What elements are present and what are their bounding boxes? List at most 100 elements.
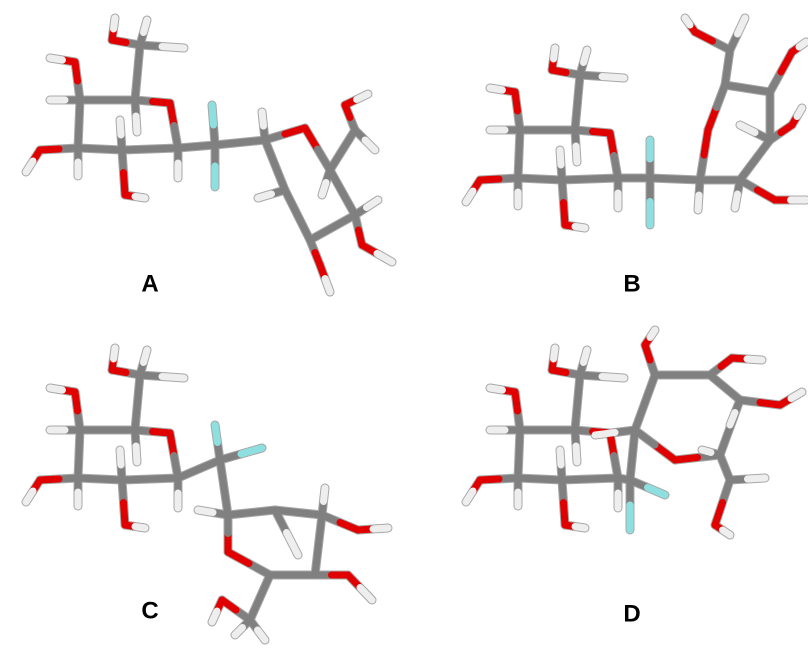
bond: [645, 375, 655, 403]
bond: [275, 165, 285, 190]
bond: [735, 194, 738, 208]
bond: [799, 42, 806, 47]
bond: [715, 503, 723, 526]
bond: [135, 73, 138, 101]
bond: [162, 377, 184, 379]
bond: [135, 403, 138, 431]
bond: [595, 433, 615, 436]
bond: [240, 140, 265, 143]
panel-a: [26, 18, 392, 292]
bond: [325, 279, 330, 293]
bond: [518, 454, 519, 478]
bond: [50, 58, 63, 60]
bond: [720, 428, 730, 456]
bond: [365, 140, 375, 150]
bond: [120, 450, 121, 465]
bond: [650, 330, 655, 338]
bond: [315, 545, 319, 575]
bond: [578, 75, 581, 103]
bond: [138, 375, 141, 403]
bond: [212, 611, 217, 622]
bond: [704, 130, 708, 155]
bond: [215, 425, 218, 443]
bond: [575, 227, 585, 229]
panel-label: B: [623, 270, 640, 297]
bond: [700, 155, 704, 180]
bond: [260, 575, 270, 598]
bond: [136, 116, 137, 132]
bond: [215, 143, 240, 146]
bond: [519, 430, 520, 454]
bond: [635, 403, 645, 431]
bond: [740, 125, 755, 133]
bond: [554, 348, 556, 359]
panel-b: [466, 18, 806, 228]
bond: [252, 510, 276, 513]
bond: [723, 530, 731, 535]
bond: [584, 50, 588, 63]
bond: [135, 527, 145, 529]
bond: [554, 48, 556, 59]
bond: [698, 195, 699, 210]
bond: [748, 478, 766, 479]
bond: [299, 513, 323, 516]
bond: [220, 460, 224, 488]
bond: [162, 47, 184, 49]
bond: [262, 112, 264, 126]
bond: [490, 88, 503, 90]
bond: [490, 388, 503, 390]
bond: [324, 488, 326, 502]
bond: [590, 478, 618, 479]
bond: [797, 108, 802, 117]
bond: [373, 528, 388, 529]
bond: [602, 77, 624, 79]
bond: [578, 375, 581, 403]
bond: [120, 120, 121, 135]
figure: A B C D: [0, 0, 808, 650]
bond: [122, 149, 150, 150]
bond: [562, 179, 590, 180]
bond: [150, 478, 178, 479]
bond: [562, 479, 590, 480]
bond: [360, 588, 372, 601]
bond: [78, 124, 79, 148]
bond: [224, 488, 228, 516]
bond: [560, 150, 561, 165]
bond: [730, 413, 735, 426]
panel-c: [26, 348, 388, 640]
bond: [135, 197, 145, 199]
bond: [357, 94, 369, 100]
bond: [717, 85, 726, 108]
bond: [602, 377, 624, 379]
bond: [138, 45, 141, 73]
bond: [322, 183, 326, 196]
bond: [258, 194, 272, 198]
bond: [576, 146, 577, 162]
bond: [650, 178, 675, 179]
bond: [630, 455, 633, 480]
bond: [723, 480, 731, 503]
bond: [377, 254, 392, 263]
bond: [79, 430, 80, 454]
bond: [150, 148, 178, 149]
panel-label: D: [623, 600, 640, 627]
bond: [114, 348, 116, 359]
bond: [250, 598, 260, 621]
bond: [575, 103, 578, 131]
bond: [50, 388, 63, 390]
bond: [144, 20, 148, 33]
bond: [136, 446, 137, 462]
bond: [575, 527, 585, 529]
bond: [576, 446, 577, 462]
bond: [590, 178, 618, 179]
bond: [685, 18, 690, 25]
bond: [747, 359, 762, 360]
bond: [575, 403, 578, 431]
bond: [708, 108, 717, 131]
bond: [144, 350, 148, 363]
bond: [319, 515, 323, 545]
bond: [519, 130, 520, 154]
bond: [78, 454, 79, 478]
panel-label: A: [141, 270, 158, 297]
bond: [228, 513, 252, 516]
